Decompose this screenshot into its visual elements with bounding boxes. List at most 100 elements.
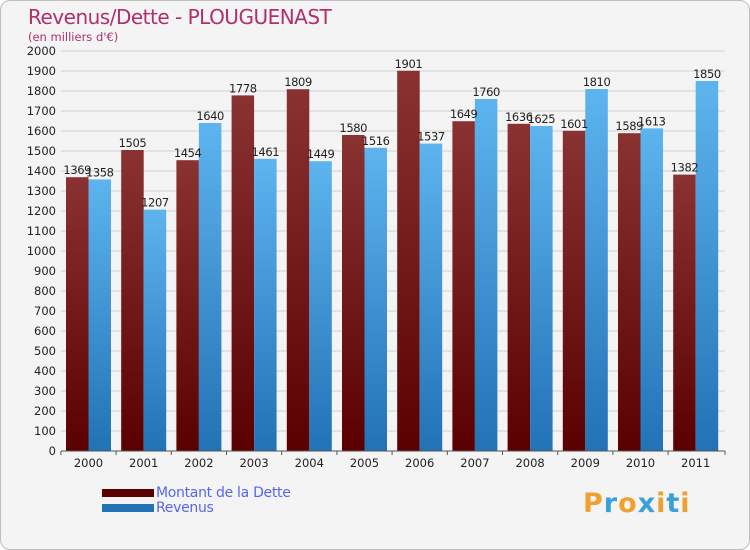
x-tick-label: 2011 bbox=[681, 456, 710, 470]
bar-debt bbox=[452, 121, 475, 451]
data-label-debt: 1649 bbox=[450, 107, 478, 121]
x-tick-label: 2010 bbox=[626, 456, 655, 470]
bar-revenue bbox=[254, 158, 277, 452]
y-tick-label: 1800 bbox=[27, 84, 56, 98]
data-label-revenue: 1625 bbox=[528, 112, 556, 126]
bar-debt bbox=[66, 177, 89, 451]
x-tick-label: 2009 bbox=[571, 456, 600, 470]
x-tick-label: 2000 bbox=[74, 456, 103, 470]
bars bbox=[66, 70, 719, 452]
data-label-revenue: 1449 bbox=[307, 147, 335, 161]
proxiti-logo: Proxiti bbox=[583, 488, 691, 519]
y-tick-label: 1000 bbox=[27, 244, 56, 258]
bar-debt bbox=[231, 95, 255, 452]
chart-title: Revenus/Dette - PLOUGUENAST bbox=[28, 5, 332, 29]
data-label-debt: 1778 bbox=[229, 81, 257, 95]
data-label-revenue: 1850 bbox=[693, 67, 721, 81]
data-label-revenue: 1537 bbox=[417, 130, 445, 144]
legend-label-debt: Montant de la Dette bbox=[156, 485, 291, 501]
logo-letter: i bbox=[656, 488, 667, 519]
x-tick-label: 2001 bbox=[129, 456, 158, 470]
logo-letter: i bbox=[680, 488, 691, 519]
bar-debt bbox=[673, 174, 696, 451]
bar-revenue bbox=[530, 126, 553, 451]
data-label-revenue: 1207 bbox=[141, 196, 169, 210]
y-tick-label: 1700 bbox=[27, 104, 56, 118]
bar-debt bbox=[562, 130, 586, 452]
data-label-revenue: 1516 bbox=[362, 134, 390, 148]
bar-debt bbox=[342, 135, 365, 451]
bar-revenue bbox=[695, 81, 719, 451]
bar-revenue bbox=[143, 209, 167, 451]
data-label-debt: 1809 bbox=[284, 75, 312, 89]
bar-revenue bbox=[585, 89, 608, 451]
bar-revenue bbox=[419, 143, 443, 451]
data-label-revenue: 1613 bbox=[638, 114, 666, 128]
x-tick-label: 2008 bbox=[515, 456, 544, 470]
y-tick-label: 300 bbox=[34, 384, 56, 398]
y-tick-label: 1200 bbox=[27, 204, 56, 218]
y-tick-label: 500 bbox=[34, 344, 56, 358]
y-tick-label: 400 bbox=[34, 364, 56, 378]
logo-letter: r bbox=[603, 488, 619, 519]
x-tick-label: 2002 bbox=[184, 456, 213, 470]
y-tick-label: 200 bbox=[34, 404, 56, 418]
data-label-debt: 1901 bbox=[395, 57, 423, 71]
logo-letter: x bbox=[637, 488, 657, 519]
data-label-revenue: 1640 bbox=[196, 109, 224, 123]
data-label-revenue: 1461 bbox=[252, 145, 280, 159]
data-label-debt: 1580 bbox=[339, 121, 367, 135]
data-label-debt: 1454 bbox=[174, 146, 202, 160]
bar-revenue bbox=[474, 99, 498, 451]
x-axis-ticks: 2000 2001 2002 2003 2004 2005 2006 2007 2008 2009… bbox=[60, 451, 726, 470]
data-label-debt: 1589 bbox=[615, 119, 643, 133]
y-tick-label: 0 bbox=[49, 444, 56, 458]
logo-letter: o bbox=[618, 488, 638, 519]
data-label-debt: 1369 bbox=[63, 163, 91, 177]
data-label-debt: 1636 bbox=[505, 110, 533, 124]
bar-revenue bbox=[198, 123, 222, 451]
logo-letter: t bbox=[666, 488, 681, 519]
bar-debt bbox=[618, 133, 641, 451]
bar-debt bbox=[397, 70, 420, 452]
y-tick-label: 1100 bbox=[27, 224, 56, 238]
data-label-revenue: 1358 bbox=[86, 165, 114, 179]
y-tick-label: 2000 bbox=[27, 44, 56, 58]
data-label-debt: 1601 bbox=[560, 117, 588, 131]
y-tick-label: 1600 bbox=[27, 124, 56, 138]
x-tick-label: 2007 bbox=[460, 456, 489, 470]
data-label-debt: 1382 bbox=[671, 161, 699, 175]
legend-swatch-debt bbox=[102, 489, 154, 497]
x-tick-label: 2005 bbox=[350, 456, 379, 470]
y-tick-label: 1300 bbox=[27, 184, 56, 198]
chart-subtitle: (en milliers d'€) bbox=[28, 30, 119, 44]
x-tick-label: 2006 bbox=[405, 456, 434, 470]
x-tick-label: 2004 bbox=[295, 456, 324, 470]
legend-label-revenue: Revenus bbox=[156, 500, 214, 516]
bar-debt bbox=[286, 89, 310, 451]
bar-debt bbox=[121, 150, 144, 451]
data-label-revenue: 1760 bbox=[472, 85, 500, 99]
data-label-revenue: 1810 bbox=[583, 75, 611, 89]
x-tick-label: 2003 bbox=[239, 456, 268, 470]
y-tick-label: 1500 bbox=[27, 144, 56, 158]
bar-revenue bbox=[309, 161, 332, 451]
legend-swatch-revenue bbox=[102, 504, 154, 512]
y-tick-label: 1900 bbox=[27, 64, 56, 78]
y-axis-ticks: 0 100 200 300 400 500 600 700 800 900 1000 1100 1200… bbox=[27, 44, 56, 458]
y-tick-label: 1400 bbox=[27, 164, 56, 178]
y-tick-label: 900 bbox=[34, 264, 56, 278]
data-label-debt: 1505 bbox=[119, 136, 147, 150]
y-tick-label: 100 bbox=[34, 424, 56, 438]
y-tick-label: 700 bbox=[34, 304, 56, 318]
bar-debt bbox=[176, 160, 199, 451]
bar-revenue bbox=[88, 179, 111, 451]
y-tick-label: 800 bbox=[34, 284, 56, 298]
y-tick-label: 600 bbox=[34, 324, 56, 338]
bar-revenue bbox=[364, 147, 387, 452]
bar-debt bbox=[507, 123, 531, 452]
logo-letter: P bbox=[583, 488, 604, 519]
